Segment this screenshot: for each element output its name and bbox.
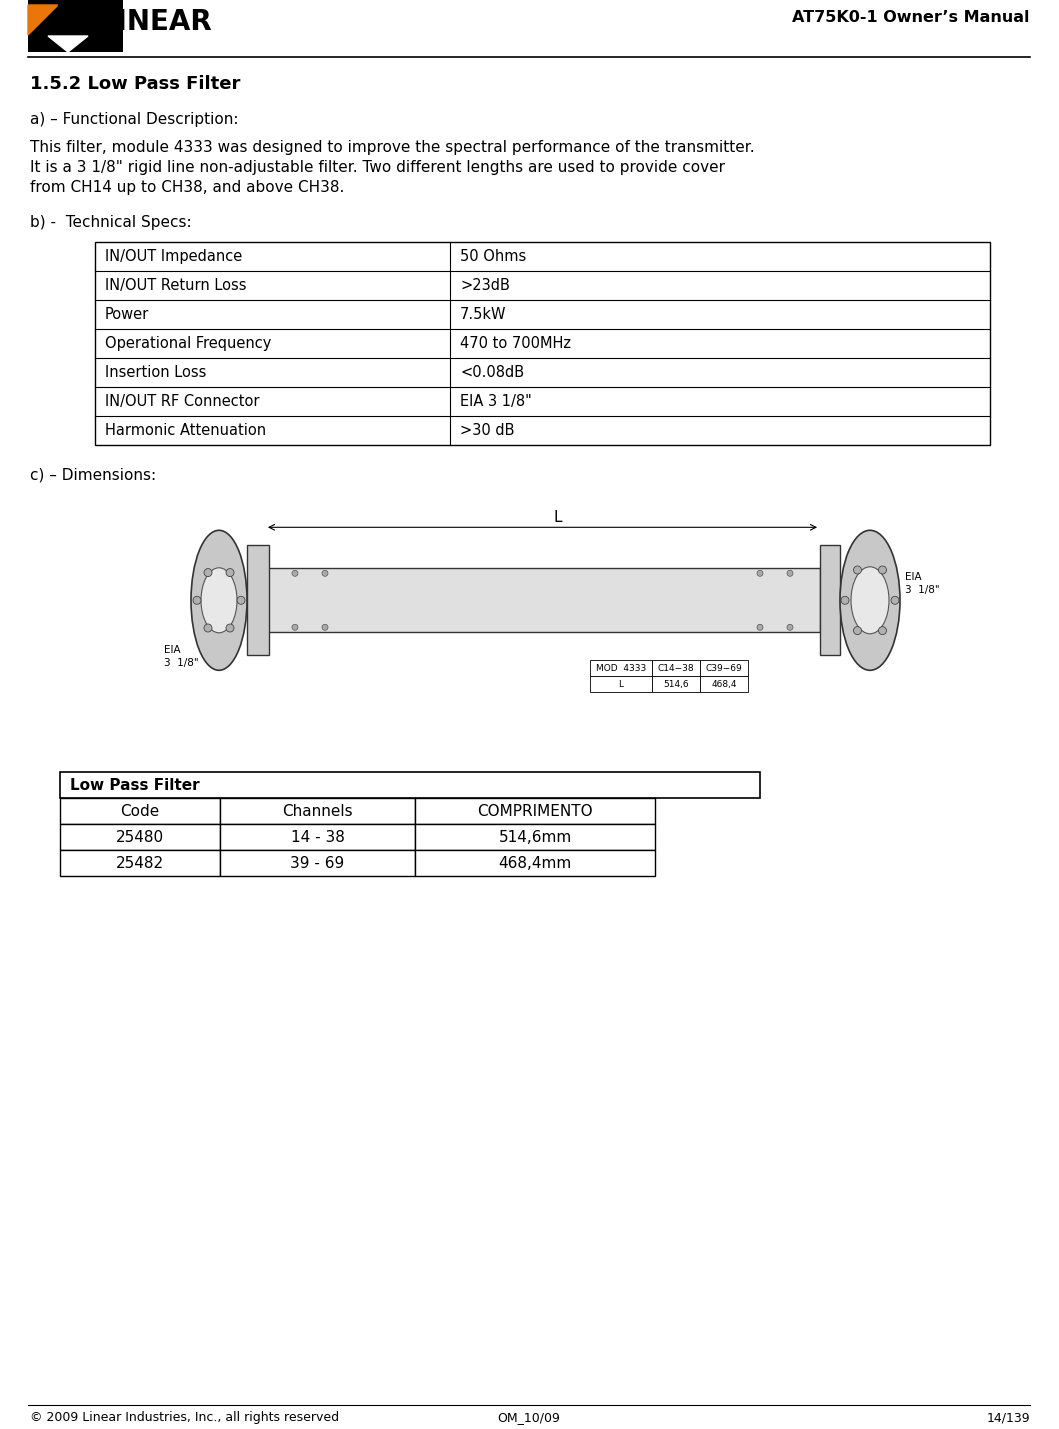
Text: It is a 3 1/8" rigid line non-adjustable filter. Two different lengths are used : It is a 3 1/8" rigid line non-adjustable… xyxy=(30,160,725,174)
Polygon shape xyxy=(28,4,58,34)
Bar xyxy=(415,797,656,825)
Bar xyxy=(590,660,652,676)
Bar xyxy=(415,850,656,876)
Text: 468,4mm: 468,4mm xyxy=(499,856,572,870)
Circle shape xyxy=(237,596,245,604)
Circle shape xyxy=(204,569,212,576)
Circle shape xyxy=(787,624,793,630)
Circle shape xyxy=(226,569,234,576)
Bar xyxy=(652,676,700,692)
Circle shape xyxy=(292,624,298,630)
Text: LINEAR: LINEAR xyxy=(100,9,213,36)
Bar xyxy=(415,825,656,850)
Text: 7.5kW: 7.5kW xyxy=(460,307,506,322)
Circle shape xyxy=(787,570,793,576)
Text: © 2009 Linear Industries, Inc., all rights reserved: © 2009 Linear Industries, Inc., all righ… xyxy=(30,1412,339,1425)
Circle shape xyxy=(226,624,234,632)
Bar xyxy=(95,242,990,444)
Text: MOD  4333: MOD 4333 xyxy=(596,664,646,673)
Circle shape xyxy=(854,626,862,634)
Circle shape xyxy=(891,596,899,604)
Text: 50 Ohms: 50 Ohms xyxy=(460,249,526,264)
Bar xyxy=(60,825,220,850)
Text: OM_10/09: OM_10/09 xyxy=(498,1412,560,1425)
Text: L: L xyxy=(553,510,561,526)
Text: EIA
3  1/8": EIA 3 1/8" xyxy=(164,646,199,667)
Text: C39−69: C39−69 xyxy=(705,664,742,673)
Bar xyxy=(247,546,269,656)
Ellipse shape xyxy=(191,530,247,670)
Text: a) – Functional Description:: a) – Functional Description: xyxy=(30,111,238,127)
Text: Channels: Channels xyxy=(282,803,353,819)
Circle shape xyxy=(879,566,886,574)
Bar xyxy=(220,797,415,825)
Text: 25482: 25482 xyxy=(115,856,164,870)
Circle shape xyxy=(854,566,862,574)
Text: from CH14 up to CH38, and above CH38.: from CH14 up to CH38, and above CH38. xyxy=(30,180,344,194)
Circle shape xyxy=(193,596,201,604)
Text: C14−38: C14−38 xyxy=(658,664,695,673)
Text: 514,6mm: 514,6mm xyxy=(499,829,572,845)
Circle shape xyxy=(841,596,849,604)
Text: EIA 3 1/8": EIA 3 1/8" xyxy=(460,394,532,409)
Bar xyxy=(28,0,123,51)
Text: EIA
3  1/8": EIA 3 1/8" xyxy=(905,572,939,594)
Text: <0.08dB: <0.08dB xyxy=(460,364,524,380)
Circle shape xyxy=(292,570,298,576)
Text: Insertion Loss: Insertion Loss xyxy=(105,364,207,380)
Text: 14/139: 14/139 xyxy=(986,1412,1030,1425)
Bar xyxy=(220,825,415,850)
Text: 468,4: 468,4 xyxy=(712,680,737,689)
Text: 470 to 700MHz: 470 to 700MHz xyxy=(460,336,571,352)
Ellipse shape xyxy=(840,530,900,670)
Circle shape xyxy=(322,570,328,576)
Bar xyxy=(220,850,415,876)
Bar xyxy=(60,797,220,825)
Text: 1.5.2 Low Pass Filter: 1.5.2 Low Pass Filter xyxy=(30,74,240,93)
Text: L: L xyxy=(618,680,624,689)
Circle shape xyxy=(204,624,212,632)
Bar xyxy=(265,569,820,632)
Text: 25480: 25480 xyxy=(115,829,164,845)
Text: b) -  Technical Specs:: b) - Technical Specs: xyxy=(30,214,192,230)
Circle shape xyxy=(757,570,762,576)
Bar xyxy=(700,660,748,676)
Text: IN/OUT RF Connector: IN/OUT RF Connector xyxy=(105,394,259,409)
Text: Code: Code xyxy=(121,803,160,819)
Circle shape xyxy=(879,626,886,634)
Text: 14 - 38: 14 - 38 xyxy=(290,829,344,845)
Text: IN/OUT Return Loss: IN/OUT Return Loss xyxy=(105,279,247,293)
Circle shape xyxy=(757,624,762,630)
Text: Operational Frequency: Operational Frequency xyxy=(105,336,271,352)
Text: >30 dB: >30 dB xyxy=(460,423,515,439)
Polygon shape xyxy=(58,4,88,34)
Text: AT75K0-1 Owner’s Manual: AT75K0-1 Owner’s Manual xyxy=(792,10,1030,24)
Text: Low Pass Filter: Low Pass Filter xyxy=(70,777,200,793)
Polygon shape xyxy=(48,36,88,51)
Text: Harmonic Attenuation: Harmonic Attenuation xyxy=(105,423,266,439)
Text: Power: Power xyxy=(105,307,149,322)
Text: c) – Dimensions:: c) – Dimensions: xyxy=(30,467,156,482)
Bar xyxy=(652,660,700,676)
Ellipse shape xyxy=(201,567,237,633)
Text: 39 - 69: 39 - 69 xyxy=(290,856,344,870)
Bar xyxy=(820,546,840,656)
Text: >23dB: >23dB xyxy=(460,279,509,293)
Text: COMPRIMENTO: COMPRIMENTO xyxy=(478,803,593,819)
Circle shape xyxy=(322,624,328,630)
Bar xyxy=(60,850,220,876)
Bar xyxy=(590,676,652,692)
Ellipse shape xyxy=(851,567,889,634)
Text: IN/OUT Impedance: IN/OUT Impedance xyxy=(105,249,243,264)
Text: This filter, module 4333 was designed to improve the spectral performance of the: This filter, module 4333 was designed to… xyxy=(30,140,755,154)
Text: 514,6: 514,6 xyxy=(663,680,688,689)
Bar xyxy=(700,676,748,692)
Bar xyxy=(60,772,760,797)
